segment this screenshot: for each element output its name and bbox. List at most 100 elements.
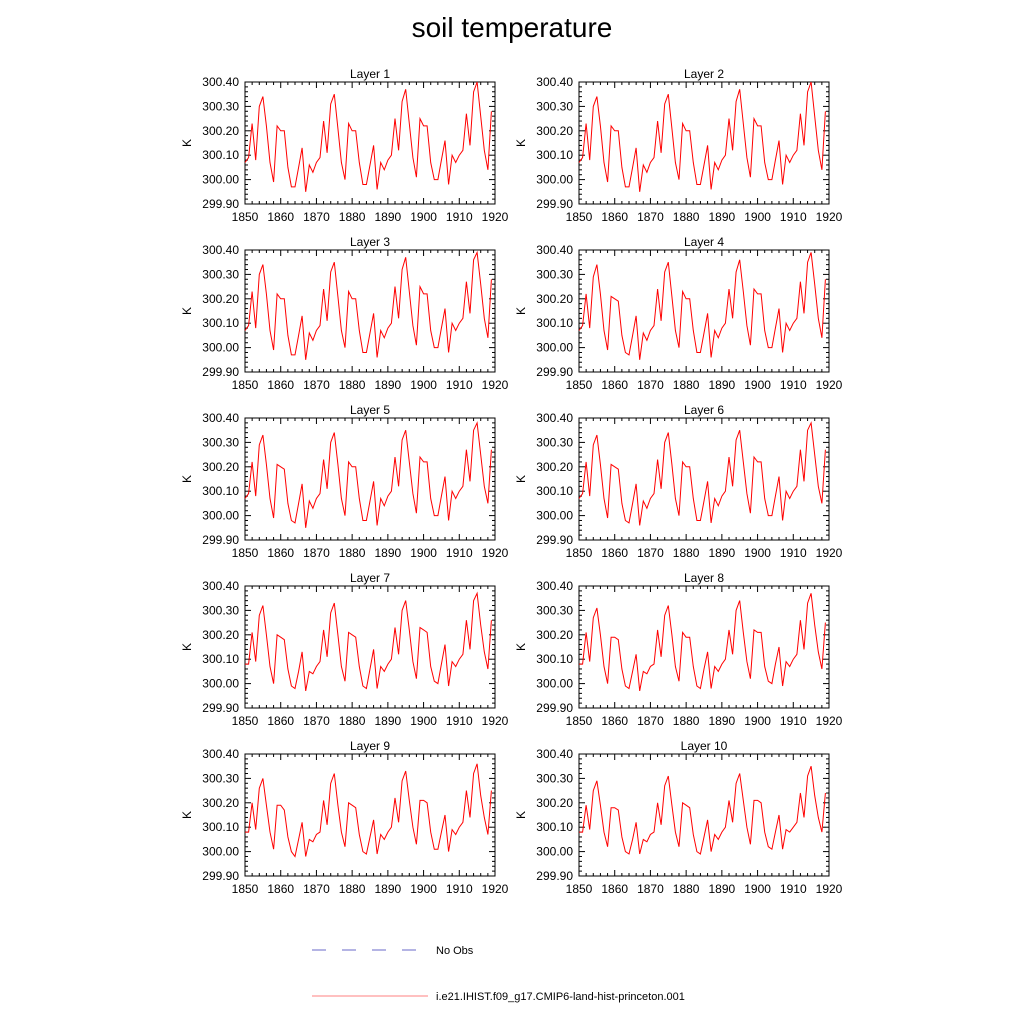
y-tick-label: 300.10 xyxy=(536,820,573,834)
legend-label: No Obs xyxy=(436,945,474,957)
x-tick-label: 1910 xyxy=(446,882,473,896)
x-tick-label: 1890 xyxy=(709,378,736,392)
y-tick-label: 300.10 xyxy=(202,484,239,498)
panel-title: Layer 6 xyxy=(684,403,724,417)
x-tick-label: 1860 xyxy=(267,714,294,728)
x-tick-label: 1890 xyxy=(375,714,402,728)
x-tick-label: 1920 xyxy=(482,546,509,560)
x-tick-label: 1900 xyxy=(410,378,437,392)
x-tick-label: 1900 xyxy=(744,882,771,896)
y-tick-label: 300.40 xyxy=(202,411,239,425)
y-tick-label: 300.30 xyxy=(202,603,239,617)
x-tick-label: 1880 xyxy=(339,210,366,224)
panel-title: Layer 8 xyxy=(684,571,724,585)
series-line xyxy=(245,763,492,858)
panel-layer-9: Layer 9 K 1850 1860 1870 1880 1890 1900 1910 1920… xyxy=(180,739,509,896)
x-tick-label: 1850 xyxy=(232,882,259,896)
x-tick-label: 1880 xyxy=(339,882,366,896)
y-tick-label: 300.00 xyxy=(202,341,239,355)
y-tick-label: 300.40 xyxy=(536,747,573,761)
y-tick-label: 300.00 xyxy=(536,677,573,691)
plot-frame xyxy=(578,753,830,877)
x-tick-label: 1880 xyxy=(339,714,366,728)
x-tick-label: 1850 xyxy=(232,210,259,224)
panel-layer-7: Layer 7 K 1850 1860 1870 1880 1890 1900 1910 1920… xyxy=(180,571,509,728)
y-tick-label: 300.10 xyxy=(536,652,573,666)
x-tick-label: 1850 xyxy=(566,546,593,560)
plot-frame xyxy=(244,585,496,709)
panel-layer-10: Layer 10 K 1850 1860 1870 1880 1890 1900 1910 192… xyxy=(514,739,843,896)
x-tick-label: 1890 xyxy=(709,546,736,560)
x-tick-label: 1850 xyxy=(566,882,593,896)
x-tick-label: 1910 xyxy=(780,546,807,560)
y-tick-label: 300.30 xyxy=(202,435,239,449)
y-tick-label: 300.20 xyxy=(202,796,239,810)
y-tick-label: 300.40 xyxy=(202,579,239,593)
panel-title: Layer 5 xyxy=(350,403,390,417)
panel-title: Layer 1 xyxy=(350,67,390,81)
plot-frame xyxy=(244,753,496,877)
x-tick-label: 1870 xyxy=(637,882,664,896)
x-tick-label: 1910 xyxy=(780,714,807,728)
y-axis-label: K xyxy=(514,307,528,315)
y-tick-label: 299.90 xyxy=(536,701,573,715)
x-tick-label: 1870 xyxy=(637,546,664,560)
legend-label: i.e21.IHIST.f09_g17.CMIP6-land-hist-prin… xyxy=(436,991,685,1003)
x-tick-label: 1860 xyxy=(267,378,294,392)
y-tick-label: 300.00 xyxy=(536,509,573,523)
x-tick-label: 1850 xyxy=(566,714,593,728)
y-tick-label: 299.90 xyxy=(202,365,239,379)
y-tick-label: 300.10 xyxy=(202,316,239,330)
x-tick-label: 1900 xyxy=(744,714,771,728)
panel-layer-2: Layer 2 K 1850 1860 1870 1880 1890 1900 1910 1920… xyxy=(514,67,843,224)
x-tick-label: 1860 xyxy=(267,210,294,224)
series-line xyxy=(579,593,826,691)
y-tick-label: 299.90 xyxy=(202,701,239,715)
y-tick-label: 300.40 xyxy=(536,411,573,425)
panel-layer-5: Layer 5 K 1850 1860 1870 1880 1890 1900 1910 1920… xyxy=(180,403,509,560)
x-tick-label: 1900 xyxy=(744,378,771,392)
x-tick-label: 1880 xyxy=(339,546,366,560)
panel-layer-4: Layer 4 K 1850 1860 1870 1880 1890 1900 1910 1920… xyxy=(514,235,843,392)
x-tick-label: 1870 xyxy=(303,210,330,224)
x-tick-label: 1890 xyxy=(375,378,402,392)
y-axis-label: K xyxy=(514,475,528,483)
x-tick-label: 1890 xyxy=(375,210,402,224)
x-tick-label: 1860 xyxy=(601,882,628,896)
x-tick-label: 1870 xyxy=(637,210,664,224)
series-line xyxy=(578,81,826,192)
y-tick-label: 300.40 xyxy=(536,579,573,593)
x-tick-label: 1910 xyxy=(780,378,807,392)
y-tick-label: 300.20 xyxy=(202,460,239,474)
panel-layer-6: Layer 6 K 1850 1860 1870 1880 1890 1900 1910 1920… xyxy=(514,403,843,560)
panel-title: Layer 10 xyxy=(681,739,728,753)
y-tick-label: 300.30 xyxy=(536,99,573,113)
series-line xyxy=(578,421,826,526)
y-axis-label: K xyxy=(514,643,528,651)
x-tick-label: 1880 xyxy=(339,378,366,392)
x-tick-label: 1860 xyxy=(601,210,628,224)
series-line xyxy=(579,766,826,855)
y-tick-label: 300.20 xyxy=(202,292,239,306)
x-tick-label: 1920 xyxy=(816,882,843,896)
y-tick-label: 300.40 xyxy=(202,747,239,761)
y-tick-label: 299.90 xyxy=(536,365,573,379)
y-tick-label: 300.00 xyxy=(202,677,239,691)
x-tick-label: 1850 xyxy=(232,546,259,560)
x-tick-label: 1850 xyxy=(232,378,259,392)
x-tick-label: 1910 xyxy=(780,882,807,896)
panel-title: Layer 2 xyxy=(684,67,724,81)
x-tick-label: 1920 xyxy=(816,378,843,392)
y-tick-label: 300.30 xyxy=(536,435,573,449)
x-tick-label: 1870 xyxy=(637,378,664,392)
x-tick-label: 1920 xyxy=(482,882,509,896)
y-tick-label: 300.20 xyxy=(202,124,239,138)
x-tick-label: 1890 xyxy=(375,882,402,896)
x-tick-label: 1910 xyxy=(446,210,473,224)
y-tick-label: 300.30 xyxy=(536,603,573,617)
y-tick-label: 300.10 xyxy=(536,316,573,330)
y-tick-label: 300.40 xyxy=(536,75,573,89)
x-tick-label: 1890 xyxy=(709,210,736,224)
y-tick-label: 300.40 xyxy=(202,75,239,89)
series-line xyxy=(245,591,492,691)
